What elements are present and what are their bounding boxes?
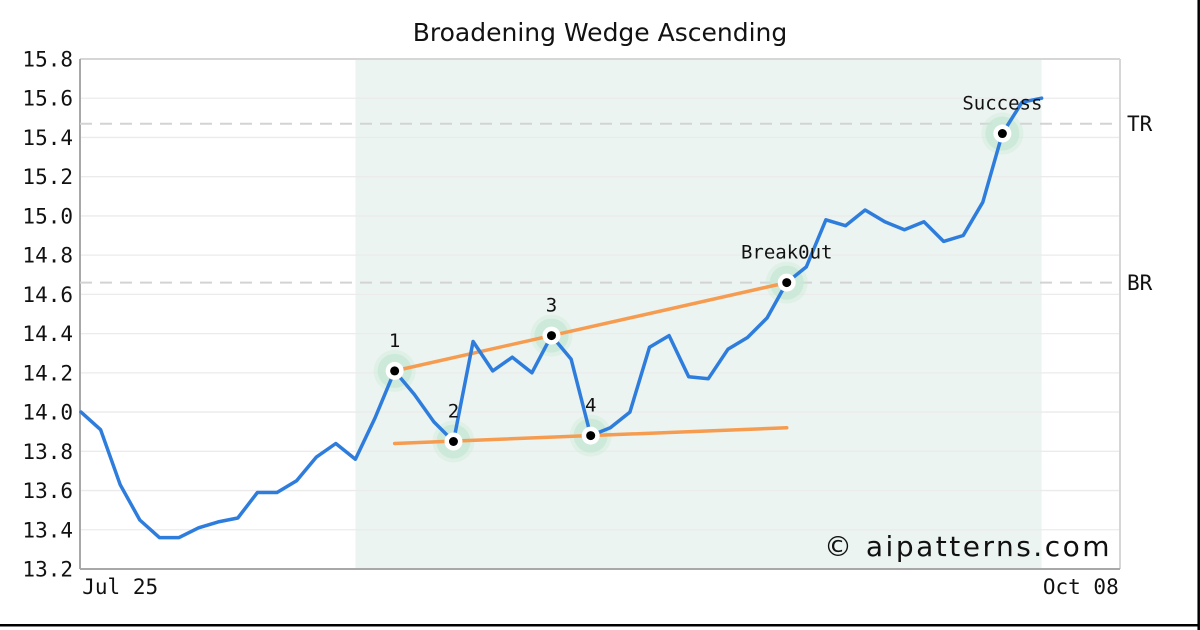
upper-trendline bbox=[392, 280, 789, 373]
pattern-point-label-break0ut: Break0ut bbox=[741, 242, 833, 264]
pattern-point-label-2: 2 bbox=[448, 401, 459, 423]
pattern-point-label-success: Success bbox=[962, 93, 1042, 115]
y-tick-label: 15.0 bbox=[22, 204, 73, 228]
pattern-point-label-1: 1 bbox=[389, 330, 400, 352]
y-tick-label: 14.8 bbox=[22, 244, 73, 268]
pattern-shade-region bbox=[355, 59, 1042, 569]
watermark-text: © aipatterns.com bbox=[824, 530, 1112, 563]
y-tick-label: 14.4 bbox=[22, 322, 73, 346]
br-level-label: BR bbox=[1127, 271, 1153, 295]
y-tick-label: 13.4 bbox=[22, 518, 73, 542]
marker-dot bbox=[782, 278, 792, 288]
y-tick-label: 13.6 bbox=[22, 479, 73, 503]
y-tick-label: 13.2 bbox=[22, 558, 73, 582]
marker-dot bbox=[586, 431, 596, 441]
pattern-point-label-4: 4 bbox=[585, 395, 596, 417]
marker-dot bbox=[448, 437, 458, 446]
y-tick-label: 14.6 bbox=[22, 283, 73, 307]
y-tick-label: 14.2 bbox=[22, 361, 73, 385]
pattern-point-label-3: 3 bbox=[546, 295, 557, 317]
price-line bbox=[79, 96, 1044, 540]
y-tick-label: 13.8 bbox=[22, 440, 73, 464]
y-tick-label: 15.2 bbox=[22, 165, 73, 189]
marker-dot bbox=[546, 331, 556, 341]
y-tick-label: 15.8 bbox=[22, 48, 73, 72]
x-tick-label: Jul 25 bbox=[82, 575, 158, 599]
y-tick-label: 14.0 bbox=[22, 401, 73, 425]
y-tick-label: 15.6 bbox=[22, 87, 73, 111]
tr-level-label: TR bbox=[1127, 112, 1153, 136]
chart-title: Broadening Wedge Ascending bbox=[412, 18, 788, 47]
marker-dot bbox=[997, 129, 1007, 139]
y-tick-label: 15.4 bbox=[22, 126, 73, 150]
x-tick-label: Oct 08 bbox=[1043, 575, 1119, 599]
marker-dot bbox=[390, 366, 400, 376]
